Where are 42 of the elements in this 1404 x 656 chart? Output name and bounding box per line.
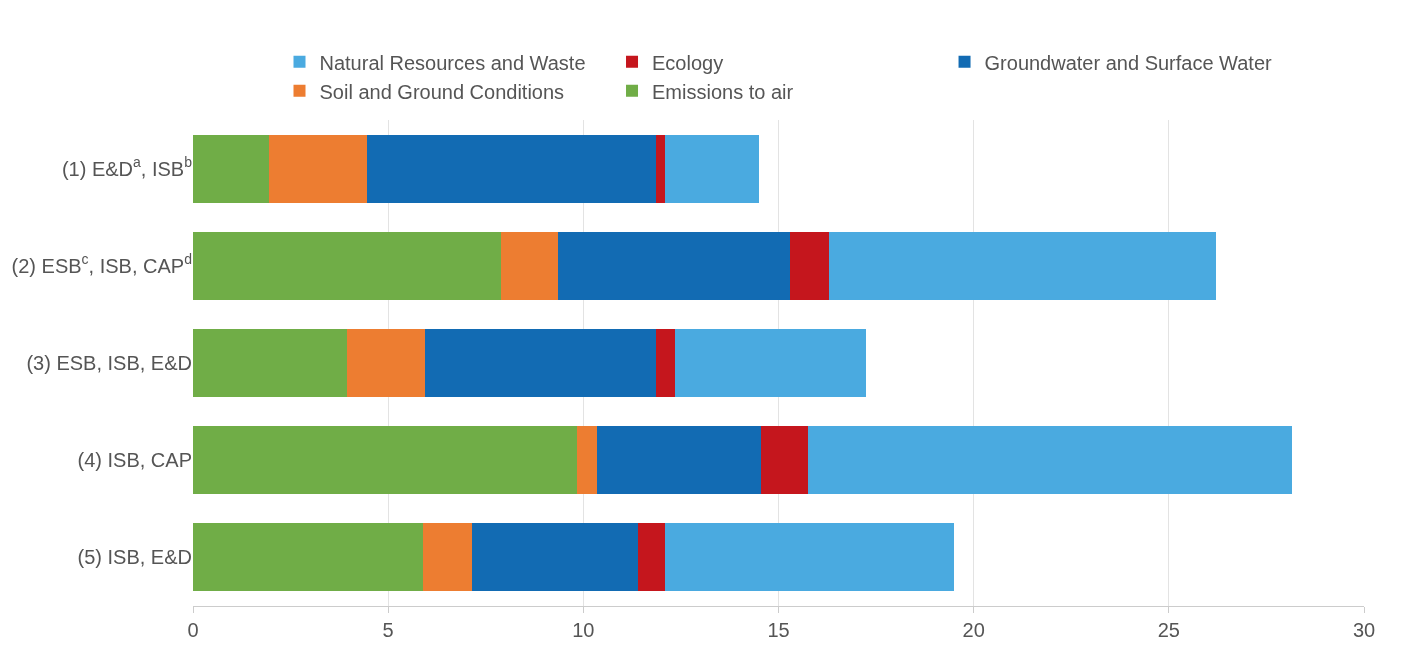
y-tick-label: (3) ESB, ISB, E&D	[26, 352, 192, 374]
bar	[577, 426, 597, 495]
bar	[193, 328, 348, 398]
x-tick-label: 20	[962, 619, 985, 641]
bar	[269, 134, 367, 203]
bar	[501, 231, 558, 300]
bar	[665, 523, 955, 592]
bar	[829, 231, 1216, 300]
y-tick-label: (5) ISB, E&D	[77, 546, 192, 569]
bar	[193, 134, 270, 203]
bar	[423, 523, 473, 592]
bar	[637, 523, 666, 592]
legend-label: Ecology	[652, 51, 724, 74]
legend-label: Groundwater and Surface Water	[984, 51, 1273, 74]
bar	[193, 523, 424, 592]
x-tick-label: 5	[382, 619, 394, 641]
bar	[675, 328, 867, 398]
bar	[366, 134, 656, 203]
bar	[760, 426, 808, 495]
y-tick-label: (1) E&D$^{a}$, ISB$^{b}$	[61, 154, 193, 180]
x-tick-label: 10	[572, 619, 595, 641]
bar	[425, 328, 656, 398]
bar	[665, 134, 759, 203]
legend-label: Natural Resources and Waste	[319, 51, 586, 74]
bar	[807, 426, 1292, 495]
x-tick-label: 30	[1352, 619, 1376, 641]
x-tick-label: 15	[767, 619, 790, 641]
y-tick-label: (4) ISB, CAP	[77, 449, 192, 472]
legend-label: Soil and Ground Conditions	[319, 80, 565, 103]
bar	[596, 426, 761, 495]
bar	[655, 134, 666, 203]
legend-label: Emissions to air	[652, 80, 794, 103]
bar	[193, 231, 502, 300]
x-tick-label: 25	[1157, 619, 1180, 641]
bar	[472, 523, 638, 592]
bar	[193, 426, 578, 495]
x-tick-label: 0	[187, 619, 199, 641]
bar	[347, 328, 426, 398]
y-tick-label: (2) ESB$^{c}$, ISB, CAP$^{d}$	[11, 251, 192, 277]
bar	[655, 328, 676, 398]
bar	[557, 231, 791, 300]
bar	[790, 231, 830, 300]
